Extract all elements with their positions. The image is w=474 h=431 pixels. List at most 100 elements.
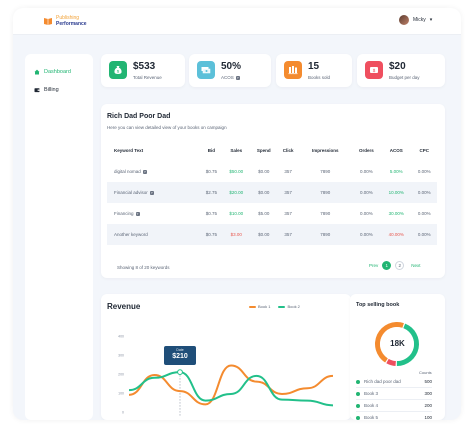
legend-swatch: [278, 305, 286, 308]
acos-cell: 30.00%: [388, 211, 404, 216]
stat-value: 50%: [221, 61, 242, 72]
chevron-down-icon: ▾: [429, 17, 433, 23]
spend-cell: $0.00: [250, 224, 278, 245]
keyword-cell: Another keyword: [107, 224, 201, 245]
book-count: 500: [424, 379, 432, 384]
help-icon[interactable]: ?: [235, 75, 240, 80]
stat-card-budget: $ $20 Budget per day: [357, 54, 445, 87]
keyword-cell: Financing?: [114, 211, 140, 216]
user-menu[interactable]: Micky ▾: [399, 15, 432, 25]
y-tick-label: 300: [118, 353, 124, 357]
bid-cell: $2.75: [200, 182, 223, 203]
brand-line2: Performance: [56, 21, 87, 27]
orders-cell: 0.00%: [351, 224, 382, 245]
bid-cell: $0.75: [205, 169, 217, 174]
ring-segment[interactable]: [396, 323, 419, 366]
column-header[interactable]: Bid: [207, 148, 215, 153]
orders-cell: 0.00%: [351, 182, 382, 203]
legend-item-book-2[interactable]: Book 2: [278, 304, 300, 309]
column-header[interactable]: CPC: [419, 148, 429, 153]
cpc-cell: 0.00%: [411, 224, 437, 245]
list-item[interactable]: Book 5 100: [356, 412, 432, 420]
campaign-card: Rich Dad Poor Dad Here you can view deta…: [101, 104, 445, 278]
column-header[interactable]: Keyword Text: [114, 148, 144, 153]
stat-card-revenue: $ $533 Total Revenue: [101, 54, 185, 87]
list-item[interactable]: Book 3 300: [356, 388, 432, 400]
budget-icon: $: [365, 61, 383, 79]
bullet-dot: [356, 391, 360, 396]
ring-segment[interactable]: [386, 358, 396, 366]
stat-card-acos: 50% ACOS?: [189, 54, 271, 87]
revenue-title: Revenue: [107, 302, 141, 311]
sidebar-item-label: Billing: [44, 87, 59, 93]
page-button-1[interactable]: 1: [382, 261, 392, 270]
acos-cell: 5.00%: [389, 169, 403, 174]
help-icon[interactable]: ?: [142, 169, 147, 174]
revenue-chart[interactable]: 400 300 200 100 0: [101, 294, 351, 420]
book-name: Rich dad poor dad: [364, 379, 401, 384]
table-row[interactable]: Financing? $0.75 $10.00 $5.00 357 7890 0…: [107, 203, 437, 224]
book-name: Book 5: [364, 415, 379, 420]
highlight-point[interactable]: [177, 369, 183, 375]
table-row[interactable]: digital nomad? $0.75 $50.00 $0.00 357 78…: [107, 161, 437, 182]
table-row[interactable]: Another keyword $0.75 $3.00 $0.00 357 78…: [107, 224, 437, 245]
column-header[interactable]: Sales: [230, 148, 243, 153]
legend-label: Book 2: [287, 304, 300, 309]
column-header[interactable]: ACOS: [389, 148, 403, 153]
impressions-cell: 7890: [298, 182, 352, 203]
svg-text:$: $: [373, 68, 376, 73]
help-icon[interactable]: ?: [135, 211, 140, 216]
top-selling-title: Top selling book: [356, 302, 400, 308]
column-header[interactable]: Orders: [359, 148, 374, 153]
keyword-cell: Financial advisor?: [107, 182, 201, 203]
ring-center-value: 18K: [390, 339, 405, 348]
tooltip-value: $210: [172, 353, 188, 361]
sales-cell: $3.00: [222, 224, 251, 245]
column-header[interactable]: Spend: [256, 148, 271, 153]
book-count: 200: [424, 403, 432, 408]
list-item[interactable]: Rich dad poor dad 500: [356, 376, 432, 388]
table-header-row: Keyword Text Bid Sales Spend Click Impre…: [107, 140, 437, 161]
bullet-dot: [356, 403, 360, 408]
top-bar: Publishing Performance Micky ▾: [13, 8, 461, 35]
book-count: 300: [424, 391, 432, 396]
stat-value: $20: [389, 61, 406, 72]
click-cell: 357: [277, 182, 299, 203]
pagination: Prev 1 2 Next: [369, 261, 421, 270]
acos-cell: 40.00%: [381, 224, 412, 245]
legend-item-book-1[interactable]: Book 1: [249, 304, 270, 309]
top-selling-ring-chart[interactable]: [350, 314, 445, 374]
impressions-cell: 7890: [320, 169, 331, 174]
revenue-card: Revenue Book 1 Book 2 400 300 200 100 0 Date…: [101, 294, 351, 420]
brand-logo[interactable]: Publishing Performance: [43, 15, 87, 27]
stat-label: Books sold: [308, 75, 331, 80]
bullet-dot: [356, 415, 360, 420]
sidebar-item-dashboard[interactable]: Dashboard: [34, 69, 71, 75]
sidebar-item-billing[interactable]: Billing: [34, 87, 59, 93]
books-icon: [284, 61, 302, 79]
next-page-button[interactable]: Next: [411, 263, 421, 268]
spend-cell: $0.00: [258, 169, 270, 174]
spend-cell: $0.00: [250, 182, 278, 203]
column-header[interactable]: Impressions: [312, 148, 339, 153]
prev-page-button[interactable]: Prev: [369, 263, 379, 268]
counts-header: Counts: [419, 370, 432, 375]
series-line-book-2: [128, 371, 334, 407]
book-name: Book 3: [364, 391, 379, 396]
chart-legend: Book 1 Book 2: [249, 304, 300, 309]
chart-tooltip: Date $210: [164, 346, 196, 366]
list-item[interactable]: Book 4 200: [356, 400, 432, 412]
help-icon[interactable]: ?: [149, 190, 154, 195]
ring-segment[interactable]: [374, 322, 404, 363]
page-button-2[interactable]: 2: [395, 261, 405, 270]
table-row[interactable]: Financial advisor? $2.75 $20.00 $0.00 35…: [107, 182, 437, 203]
app-frame: Publishing Performance Micky ▾ Dashboard…: [13, 8, 461, 420]
cpc-cell: 0.00%: [417, 169, 431, 174]
user-name: Micky: [413, 17, 426, 23]
column-header[interactable]: Click: [282, 148, 294, 153]
tooltip-label: Date: [176, 348, 184, 353]
cpc-cell: 0.00%: [411, 182, 437, 203]
sidebar: Dashboard Billing: [25, 54, 93, 420]
orders-cell: 0.00%: [360, 211, 373, 216]
stat-label: ACOS?: [221, 75, 240, 80]
